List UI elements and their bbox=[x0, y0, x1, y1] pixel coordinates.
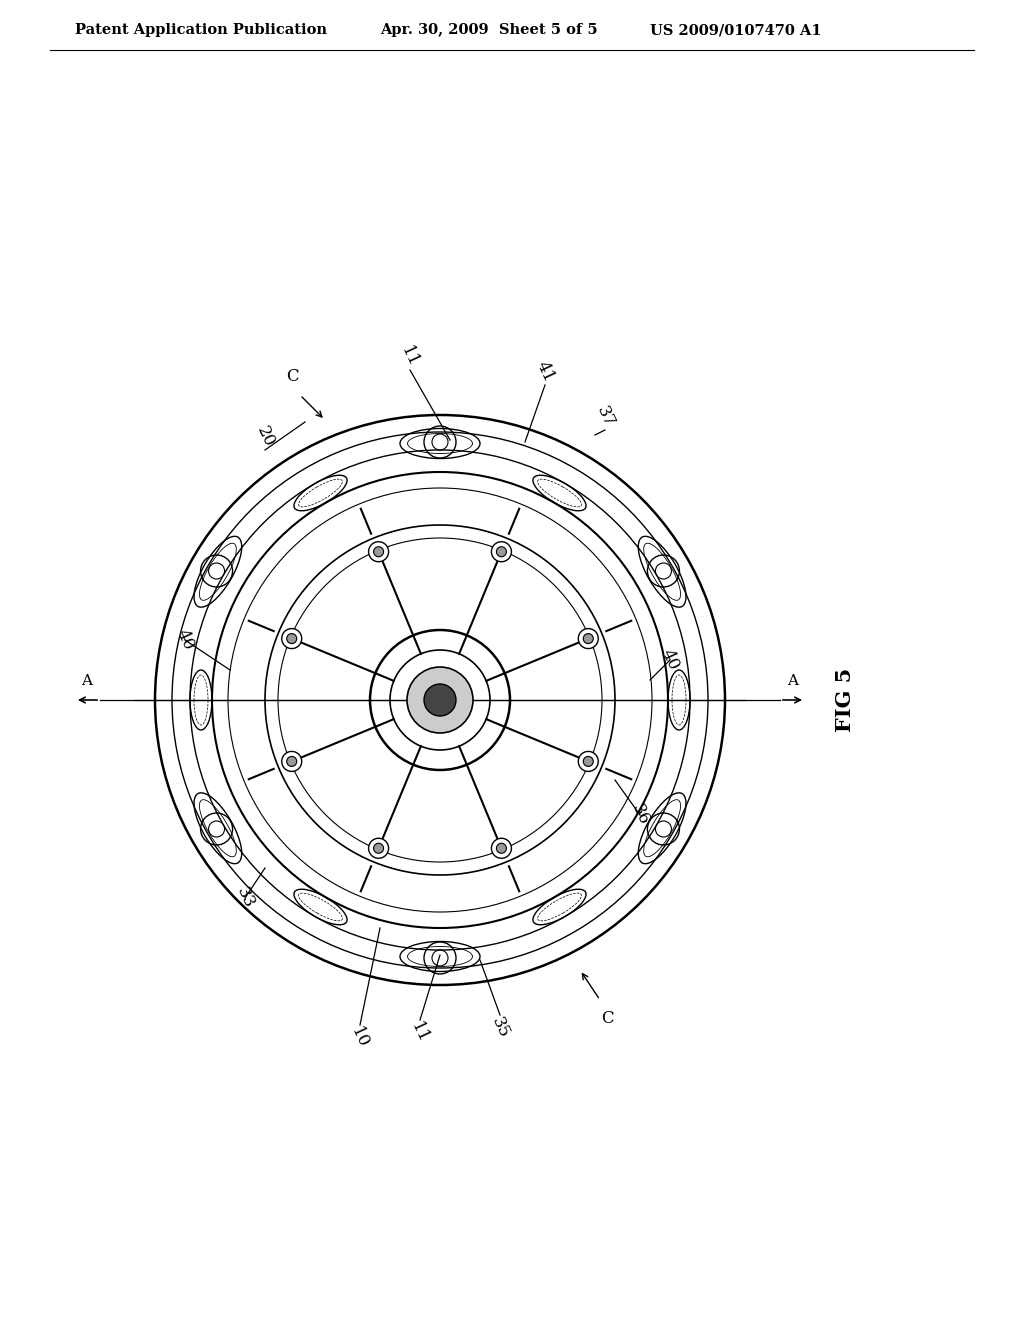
Circle shape bbox=[282, 628, 302, 648]
Text: Patent Application Publication: Patent Application Publication bbox=[75, 22, 327, 37]
Text: US 2009/0107470 A1: US 2009/0107470 A1 bbox=[650, 22, 821, 37]
Text: 35: 35 bbox=[487, 1015, 512, 1041]
Circle shape bbox=[497, 546, 507, 557]
Circle shape bbox=[369, 541, 388, 562]
Text: 37: 37 bbox=[593, 404, 617, 430]
Text: 11: 11 bbox=[408, 1020, 432, 1047]
Text: 40: 40 bbox=[173, 627, 198, 653]
Circle shape bbox=[584, 756, 593, 767]
Text: Apr. 30, 2009  Sheet 5 of 5: Apr. 30, 2009 Sheet 5 of 5 bbox=[380, 22, 598, 37]
Circle shape bbox=[579, 628, 598, 648]
Text: A: A bbox=[787, 675, 799, 688]
Text: C: C bbox=[286, 368, 298, 385]
Text: 11: 11 bbox=[397, 343, 422, 370]
Circle shape bbox=[374, 546, 384, 557]
Circle shape bbox=[369, 838, 388, 858]
Text: 33: 33 bbox=[232, 884, 257, 911]
Circle shape bbox=[424, 684, 456, 715]
Circle shape bbox=[497, 843, 507, 853]
Circle shape bbox=[579, 751, 598, 771]
Circle shape bbox=[282, 751, 302, 771]
Text: 41: 41 bbox=[532, 359, 557, 385]
Text: 10: 10 bbox=[348, 1026, 372, 1052]
Text: 40: 40 bbox=[657, 647, 682, 673]
Text: FIG 5: FIG 5 bbox=[835, 668, 855, 733]
Text: 36: 36 bbox=[628, 801, 652, 828]
Circle shape bbox=[374, 843, 384, 853]
Text: A: A bbox=[82, 675, 92, 688]
Circle shape bbox=[287, 756, 297, 767]
Circle shape bbox=[584, 634, 593, 644]
Text: C: C bbox=[601, 1010, 613, 1027]
Circle shape bbox=[492, 838, 511, 858]
Circle shape bbox=[492, 541, 511, 562]
Circle shape bbox=[287, 634, 297, 644]
Circle shape bbox=[407, 667, 473, 733]
Text: 20: 20 bbox=[253, 424, 278, 450]
